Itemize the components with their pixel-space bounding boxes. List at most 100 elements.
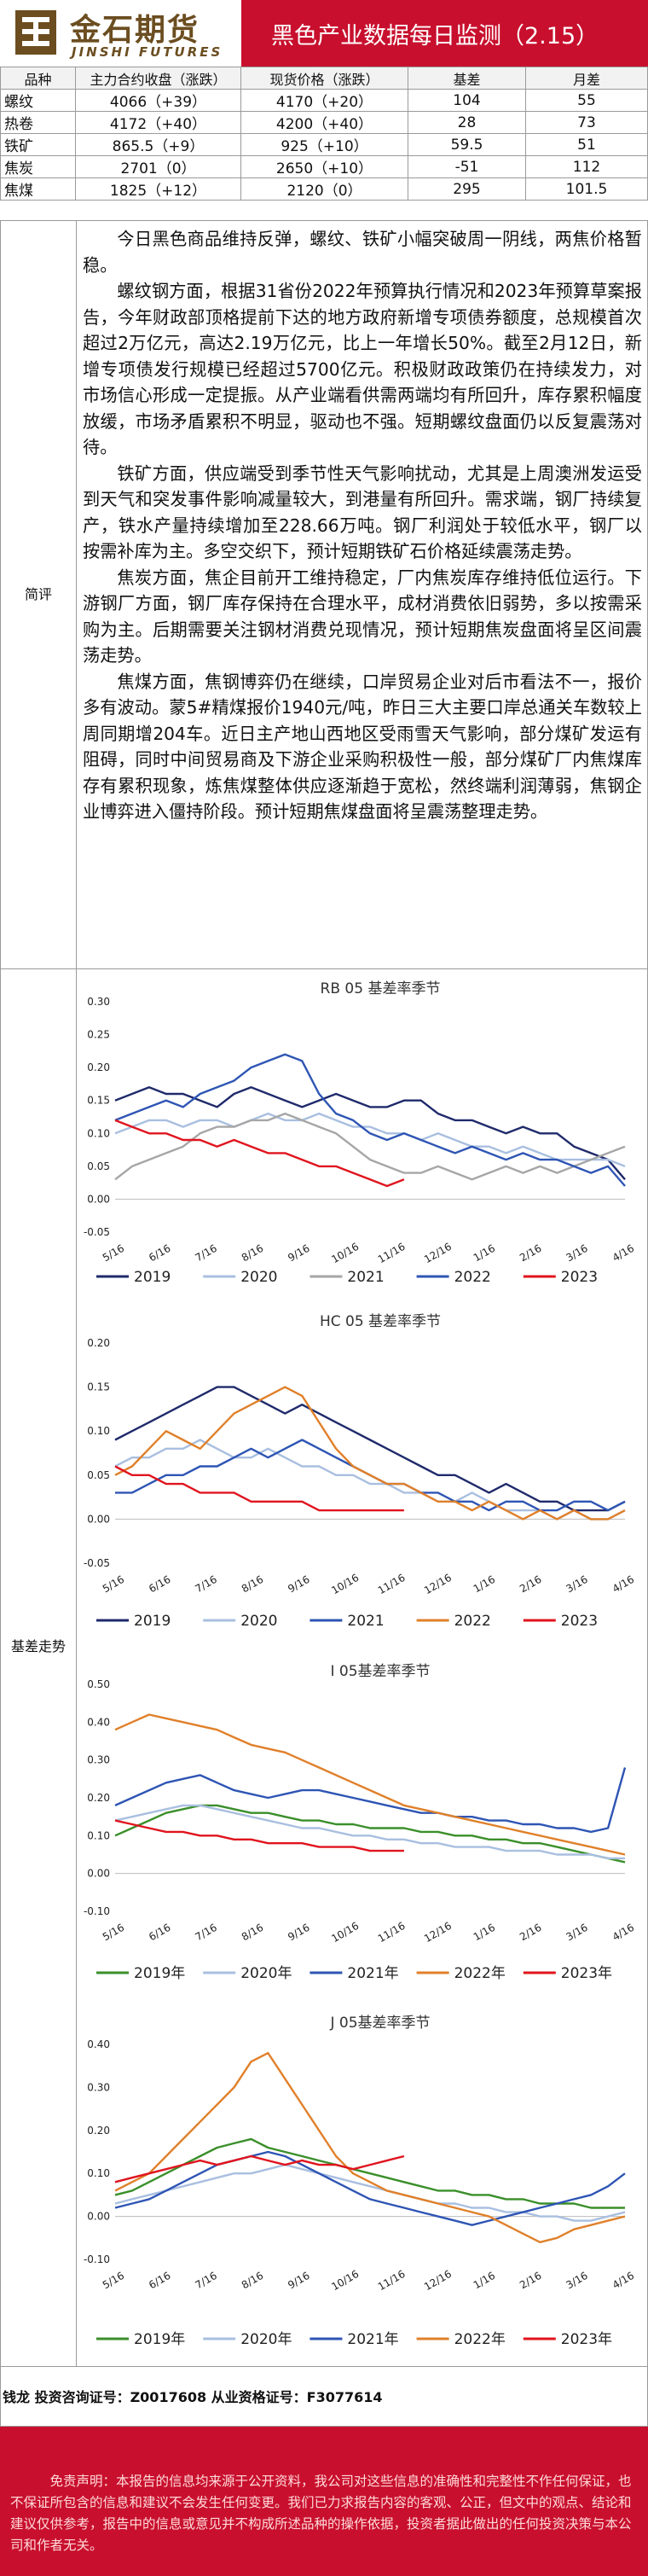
commentary-label: 简评 bbox=[24, 586, 52, 602]
table-cell: 4170（+20） bbox=[240, 89, 408, 112]
x-tick-label: 11/16 bbox=[376, 1920, 408, 1945]
x-tick-label: 6/16 bbox=[147, 1922, 172, 1944]
y-tick-label: 0.00 bbox=[87, 2211, 110, 2223]
price-table: 品种 主力合约收盘（涨跌） 现货价格（涨跌） 基差 月差 螺纹 4066（+39）… bbox=[0, 67, 648, 201]
series-line bbox=[114, 2137, 625, 2209]
y-tick-label: 0.30 bbox=[87, 2081, 110, 2093]
x-tick-label: 7/16 bbox=[194, 1573, 219, 1596]
y-tick-label: 0.10 bbox=[87, 1425, 110, 1437]
table-cell: 104 bbox=[408, 89, 526, 112]
report-title: 黑色产业数据每日监测（2.15） bbox=[271, 23, 599, 49]
x-tick-label: 11/16 bbox=[376, 1572, 408, 1596]
legend-label: 2021 bbox=[347, 1613, 384, 1630]
x-tick-label: 9/16 bbox=[286, 2270, 311, 2292]
y-tick-label: 0.25 bbox=[87, 1029, 110, 1041]
x-tick-label: 2/16 bbox=[518, 2270, 543, 2292]
chart-title: HC 05 基差率季节 bbox=[320, 1313, 441, 1330]
x-tick-label: 8/16 bbox=[240, 2270, 265, 2292]
y-tick-label: 0.20 bbox=[87, 1337, 110, 1349]
y-tick-label: -0.10 bbox=[84, 1905, 110, 1917]
table-cell: 295 bbox=[408, 177, 526, 201]
table-cell: -51 bbox=[408, 155, 526, 178]
col-header: 基差 bbox=[408, 67, 526, 90]
y-tick-label: 0.10 bbox=[87, 2167, 110, 2179]
y-tick-label: 0.15 bbox=[87, 1095, 110, 1107]
series-line bbox=[114, 1112, 626, 1168]
legend-label: 2021年 bbox=[347, 1965, 398, 1982]
legend-label: 2021 bbox=[347, 1269, 384, 1286]
y-tick-label: 0.00 bbox=[87, 1193, 110, 1205]
table-cell: 4172（+40） bbox=[75, 111, 241, 134]
series-line bbox=[114, 2154, 405, 2183]
table-row: 焦炭 2701（0） 2650（+10） -51 112 bbox=[0, 155, 648, 178]
x-tick-label: 3/16 bbox=[564, 1242, 589, 1265]
x-tick-label: 10/16 bbox=[329, 1572, 361, 1596]
x-tick-label: 1/16 bbox=[472, 1242, 497, 1265]
x-tick-label: 10/16 bbox=[329, 1241, 361, 1265]
chart-title: RB 05 基差率季节 bbox=[321, 980, 441, 997]
legend-label: 2019年 bbox=[134, 1965, 185, 1982]
x-tick-label: 3/16 bbox=[564, 1573, 589, 1596]
legend-label: 2023 bbox=[561, 1613, 598, 1630]
legend-label: 2022年 bbox=[454, 1965, 506, 1982]
y-tick-label: 0.10 bbox=[87, 1127, 110, 1139]
table-row: 铁矿 865.5（+9） 925（+10） 59.5 51 bbox=[0, 133, 648, 156]
x-tick-label: 1/16 bbox=[472, 1922, 497, 1944]
divider bbox=[76, 969, 77, 2367]
y-tick-label: -0.10 bbox=[84, 2253, 110, 2265]
x-tick-label: 11/16 bbox=[376, 1241, 408, 1265]
table-cell: 101.5 bbox=[525, 177, 648, 201]
x-tick-label: 12/16 bbox=[422, 1572, 454, 1596]
series-line bbox=[114, 1119, 405, 1188]
table-row: 螺纹 4066（+39） 4170（+20） 104 55 bbox=[0, 89, 648, 112]
y-tick-label: 0.20 bbox=[87, 2125, 110, 2137]
x-tick-label: 7/16 bbox=[194, 2270, 219, 2292]
series-line bbox=[114, 2051, 626, 2243]
x-tick-label: 6/16 bbox=[147, 2270, 172, 2292]
y-tick-label: 0.00 bbox=[87, 1513, 110, 1525]
series-line bbox=[114, 1053, 626, 1187]
x-tick-label: 9/16 bbox=[286, 1922, 311, 1944]
x-tick-label: 12/16 bbox=[422, 1920, 454, 1945]
table-header-row: 品种 主力合约收盘（涨跌） 现货价格（涨跌） 基差 月差 bbox=[0, 67, 648, 90]
series-line bbox=[114, 2150, 626, 2226]
legend-label: 2022 bbox=[454, 1613, 491, 1630]
legend-label: 2020 bbox=[240, 1269, 277, 1286]
basis-section: 基差走势 RB 05 基差率季节 0.30 0.25 0.20 0.15 0.10 0.05… bbox=[0, 969, 648, 2367]
col-header: 主力合约收盘（涨跌） bbox=[75, 67, 241, 90]
x-tick-label: 2/16 bbox=[518, 1242, 543, 1265]
legend-label: 2019 bbox=[134, 1613, 171, 1630]
table-cell: 55 bbox=[525, 89, 648, 112]
rb-basis-chart: RB 05 基差率季节 0.30 0.25 0.20 0.15 0.10 0.05 0.00 -… bbox=[84, 980, 636, 1286]
company-logo: 金石期货 JINSHI FUTURES bbox=[0, 0, 244, 67]
x-tick-label: 8/16 bbox=[240, 1922, 265, 1944]
commentary-paragraph: 铁矿方面，供应端受到季节性天气影响扰动，尤其是上周澳洲发运受到天气和突发事件影响… bbox=[83, 462, 642, 562]
series-line bbox=[114, 1439, 626, 1521]
legend-label: 2020年 bbox=[240, 1965, 292, 1982]
table-cell: 4200（+40） bbox=[240, 111, 408, 134]
y-tick-label: 0.10 bbox=[87, 1829, 110, 1841]
col-header: 品种 bbox=[0, 67, 76, 90]
i-basis-chart: I 05基差率季节 0.50 0.40 0.30 0.20 0.10 0.00 -0.10 5/… bbox=[84, 1663, 636, 1982]
y-tick-label: 0.20 bbox=[87, 1061, 110, 1073]
x-tick-label: 12/16 bbox=[422, 2268, 454, 2293]
row-name: 螺纹 bbox=[0, 89, 76, 112]
table-cell: 925（+10） bbox=[240, 133, 408, 156]
y-tick-label: -0.05 bbox=[84, 1226, 110, 1238]
table-row: 焦煤 1825（+12） 2120（0） 295 101.5 bbox=[0, 177, 648, 201]
table-cell: 2701（0） bbox=[75, 155, 241, 178]
chart-title: J 05基差率季节 bbox=[329, 2015, 430, 2032]
series-line bbox=[114, 1386, 626, 1512]
row-name: 焦煤 bbox=[0, 177, 76, 201]
y-tick-label: 0.40 bbox=[87, 1716, 110, 1728]
x-tick-label: 8/16 bbox=[240, 1242, 265, 1265]
x-tick-label: 10/16 bbox=[329, 2268, 361, 2293]
x-tick-label: 7/16 bbox=[194, 1242, 219, 1265]
x-tick-label: 5/16 bbox=[101, 1573, 126, 1596]
legend-label: 2023年 bbox=[561, 2331, 612, 2348]
x-tick-label: 6/16 bbox=[147, 1242, 172, 1265]
y-tick-label: 0.00 bbox=[87, 1868, 110, 1880]
table-cell: 28 bbox=[408, 111, 526, 134]
table-cell: 59.5 bbox=[408, 133, 526, 156]
legend-label: 2022 bbox=[454, 1269, 491, 1286]
